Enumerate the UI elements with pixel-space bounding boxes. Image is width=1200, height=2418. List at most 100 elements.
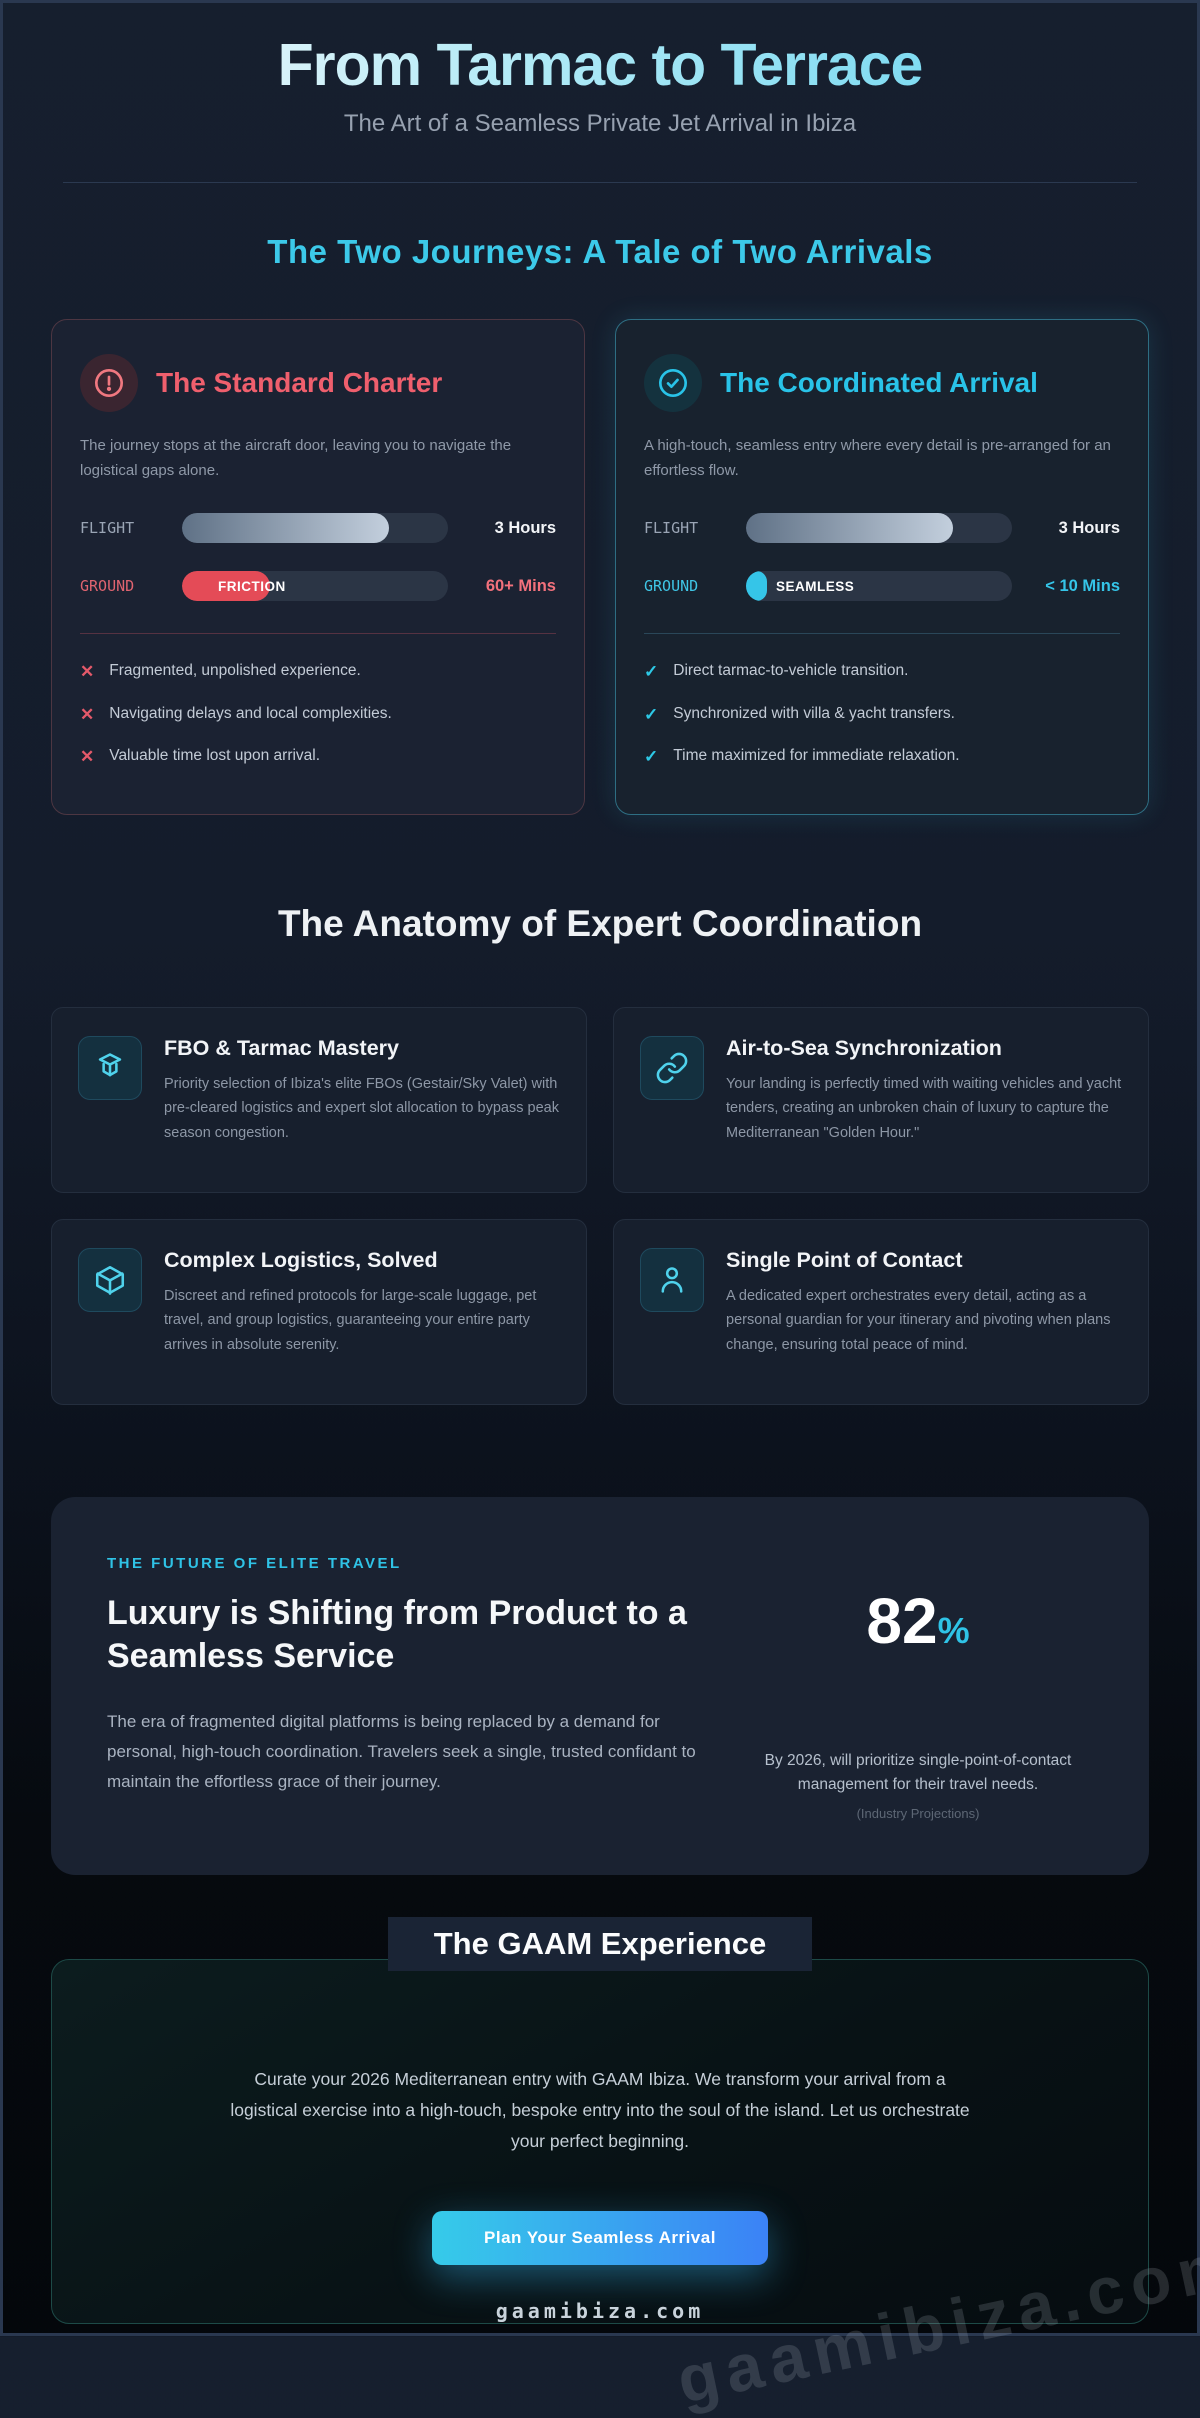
gaam-heading: The GAAM Experience	[387, 1916, 813, 1971]
standard-timeline-bars: FLIGHT 3 Hours GROUND FRICTION 60+ Mins	[80, 513, 556, 602]
gaam-section: The GAAM Experience Curate your 2026 Med…	[51, 1916, 1149, 2325]
gaam-card: Curate your 2026 Mediterranean entry wit…	[51, 1958, 1149, 2325]
benefit-text: Time maximized for immediate relaxation.	[673, 747, 960, 765]
cube-icon	[78, 1247, 142, 1312]
stat-caption: By 2026, will prioritize single-point-of…	[764, 1751, 1072, 1793]
anatomy-card-title: Single Point of Contact	[726, 1247, 963, 1272]
flight-bar-value: 3 Hours	[1058, 519, 1120, 538]
drawback-text: Fragmented, unpolished experience.	[109, 662, 361, 680]
ground-bar-label: GROUND	[80, 577, 135, 596]
coordinated-card-title: The Coordinated Arrival	[720, 366, 1038, 398]
check-icon: ✓	[644, 662, 659, 682]
anatomy-card-contact: Single Point of Contact A dedicated expe…	[613, 1218, 1149, 1405]
package-open-icon	[78, 1035, 142, 1100]
list-item: ✓ Direct tarmac-to-vehicle transition.	[644, 662, 1120, 682]
check-icon: ✓	[644, 704, 659, 724]
gaam-body: Curate your 2026 Mediterranean entry wit…	[230, 2068, 970, 2152]
insight-text-column: THE FUTURE OF ELITE TRAVEL Luxury is Shi…	[107, 1555, 699, 1821]
anatomy-card-description: Discreet and refined protocols for large…	[164, 1287, 537, 1353]
flight-bar-label: FLIGHT	[80, 519, 135, 538]
ground-bar-track: SEAMLESS	[746, 571, 1012, 602]
anatomy-card-description: Priority selection of Ibiza's elite FBOs…	[164, 1075, 559, 1141]
page-title: From Tarmac to Terrace	[51, 33, 1149, 98]
link-icon	[640, 1035, 704, 1100]
anatomy-card-content: Single Point of Contact A dedicated expe…	[726, 1248, 1122, 1357]
anatomy-card-description: Your landing is perfectly timed with wai…	[726, 1075, 1122, 1141]
anatomy-heading: The Anatomy of Expert Coordination	[277, 902, 923, 944]
standard-drawback-list: ✕ Fragmented, unpolished experience. ✕ Nav…	[80, 662, 556, 767]
anatomy-card-content: Complex Logistics, Solved Discreet and r…	[164, 1248, 560, 1357]
flight-bar-label: FLIGHT	[644, 519, 699, 538]
coordinated-timeline-bars: FLIGHT 3 Hours GROUND SEAMLESS < 10 Mins	[644, 513, 1120, 602]
stat-figure: 82%	[743, 1589, 1093, 1653]
list-item: ✓ Time maximized for immediate relaxation…	[644, 747, 1120, 767]
check-circle-icon	[644, 353, 702, 412]
plan-arrival-button[interactable]: Plan Your Seamless Arrival	[432, 2211, 768, 2266]
journeys-grid: The Standard Charter The journey stops a…	[51, 318, 1149, 815]
flight-bar-row: FLIGHT 3 Hours	[644, 513, 1120, 544]
x-icon: ✕	[80, 662, 95, 682]
insight-eyebrow: THE FUTURE OF ELITE TRAVEL	[107, 1554, 402, 1572]
anatomy-card-title: FBO & Tarmac Mastery	[164, 1035, 399, 1060]
user-icon	[640, 1247, 704, 1312]
flight-bar-row: FLIGHT 3 Hours	[80, 513, 556, 544]
x-icon: ✕	[80, 747, 95, 767]
anatomy-card-sync: Air-to-Sea Synchronization Your landing …	[613, 1006, 1149, 1193]
journeys-section: The Two Journeys: A Tale of Two Arrivals…	[51, 233, 1149, 815]
standard-card-title: The Standard Charter	[156, 366, 443, 398]
standard-card-divider	[80, 633, 556, 635]
standard-charter-card: The Standard Charter The journey stops a…	[51, 318, 585, 815]
infographic-page: From Tarmac to Terrace The Art of a Seam…	[3, 3, 1200, 2417]
stat-source: (Industry Projections)	[856, 1805, 980, 1821]
ground-bar-row: GROUND FRICTION 60+ Mins	[80, 571, 556, 602]
alert-circle-icon	[80, 353, 138, 412]
list-item: ✕ Valuable time lost upon arrival.	[80, 747, 556, 767]
insight-heading: Luxury is Shifting from Product to a Sea…	[107, 1593, 687, 1676]
coordinated-benefit-list: ✓ Direct tarmac-to-vehicle transition. ✓ S…	[644, 662, 1120, 767]
insight-card: THE FUTURE OF ELITE TRAVEL Luxury is Shi…	[51, 1496, 1149, 1875]
ground-bar-fill	[746, 571, 768, 602]
journeys-heading: The Two Journeys: A Tale of Two Arrivals	[267, 232, 933, 270]
ground-bar-track: FRICTION	[182, 571, 448, 602]
list-item: ✓ Synchronized with villa & yacht transfe…	[644, 705, 1120, 725]
ground-bar-label: GROUND	[644, 577, 699, 596]
coordinated-arrival-card: The Coordinated Arrival A high-touch, se…	[615, 318, 1149, 815]
anatomy-card-content: Air-to-Sea Synchronization Your landing …	[726, 1036, 1122, 1145]
friction-badge: FRICTION	[218, 578, 286, 594]
website-domain: gaamibiza.com	[495, 2299, 705, 2324]
anatomy-card-content: FBO & Tarmac Mastery Priority selection …	[164, 1036, 560, 1145]
stat-value: 82	[866, 1584, 938, 1657]
standard-card-description: The journey stops at the aircraft door, …	[80, 436, 512, 479]
coordinated-card-description: A high-touch, seamless entry where every…	[644, 436, 1111, 479]
anatomy-grid: FBO & Tarmac Mastery Priority selection …	[51, 1006, 1149, 1405]
header-divider	[63, 181, 1137, 183]
flight-bar-track	[182, 513, 448, 544]
anatomy-card-logistics: Complex Logistics, Solved Discreet and r…	[51, 1218, 587, 1405]
standard-card-header: The Standard Charter	[80, 353, 556, 412]
check-icon: ✓	[644, 747, 659, 767]
coordinated-card-header: The Coordinated Arrival	[644, 353, 1120, 412]
ground-bar-value: 60+ Mins	[485, 577, 556, 596]
insight-stat-column: 82% By 2026, will prioritize single-poin…	[743, 1555, 1093, 1821]
seamless-badge: SEAMLESS	[776, 578, 855, 594]
page-subtitle: The Art of a Seamless Private Jet Arriva…	[343, 109, 857, 137]
ground-bar-value: < 10 Mins	[1045, 577, 1120, 596]
insight-body: The era of fragmented digital platforms …	[107, 1711, 696, 1792]
x-icon: ✕	[80, 704, 95, 724]
hero-header: From Tarmac to Terrace The Art of a Seam…	[51, 3, 1149, 183]
benefit-text: Direct tarmac-to-vehicle transition.	[673, 662, 909, 680]
flight-bar-track	[746, 513, 1012, 544]
list-item: ✕ Fragmented, unpolished experience.	[80, 662, 556, 682]
anatomy-card-fbo: FBO & Tarmac Mastery Priority selection …	[51, 1006, 587, 1193]
list-item: ✕ Navigating delays and local complexitie…	[80, 705, 556, 725]
ground-bar-fill	[182, 571, 270, 602]
drawback-text: Valuable time lost upon arrival.	[109, 747, 321, 765]
benefit-text: Synchronized with villa & yacht transfer…	[673, 704, 955, 722]
coordinated-card-divider	[644, 633, 1120, 635]
anatomy-section: The Anatomy of Expert Coordination FBO &…	[51, 903, 1149, 1405]
anatomy-card-title: Air-to-Sea Synchronization	[726, 1035, 1002, 1060]
ground-bar-row: GROUND SEAMLESS < 10 Mins	[644, 571, 1120, 602]
flight-bar-fill	[182, 513, 390, 544]
anatomy-card-title: Complex Logistics, Solved	[164, 1247, 438, 1272]
stat-unit: %	[937, 1609, 970, 1651]
